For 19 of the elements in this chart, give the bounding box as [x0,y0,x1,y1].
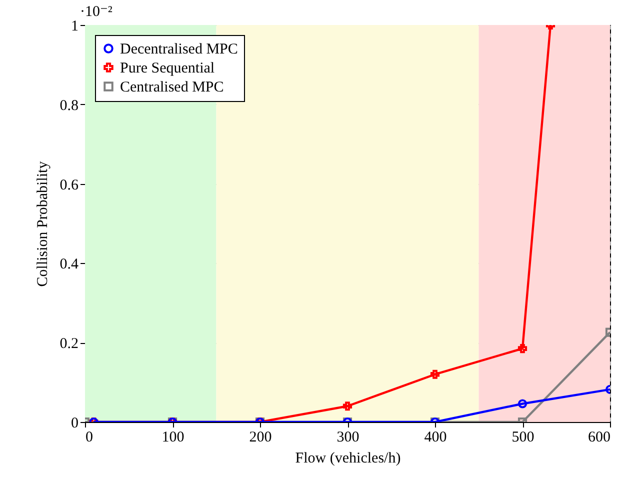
x-tick-label: 0 [86,430,93,446]
x-tick-label: 500 [512,430,534,446]
y-tick-label: 0.2 [60,336,78,352]
y-tick-label: 0.8 [60,98,78,114]
x-tick-label: 400 [424,430,447,446]
y-tick-label: 1 [71,18,78,34]
y-tick-label: 0.4 [60,256,79,273]
y-tick-label: 0.6 [60,177,79,194]
legend-label: Pure Sequential [120,60,215,76]
x-axis-title: Flow (vehicles/h) [295,450,401,466]
y-tick-label: 0 [71,416,78,432]
x-tick-label: 300 [336,430,360,446]
legend-label: Centralised MPC [120,80,224,96]
text: ·10⁻² [80,4,113,20]
x-tick-label: 100 [162,430,184,446]
x-tick-label: 600 [588,430,610,446]
y-axis-title: Collision Probability [34,160,51,287]
legend-label: Decentralised MPC [120,42,238,58]
x-tick-label: 200 [249,430,272,446]
